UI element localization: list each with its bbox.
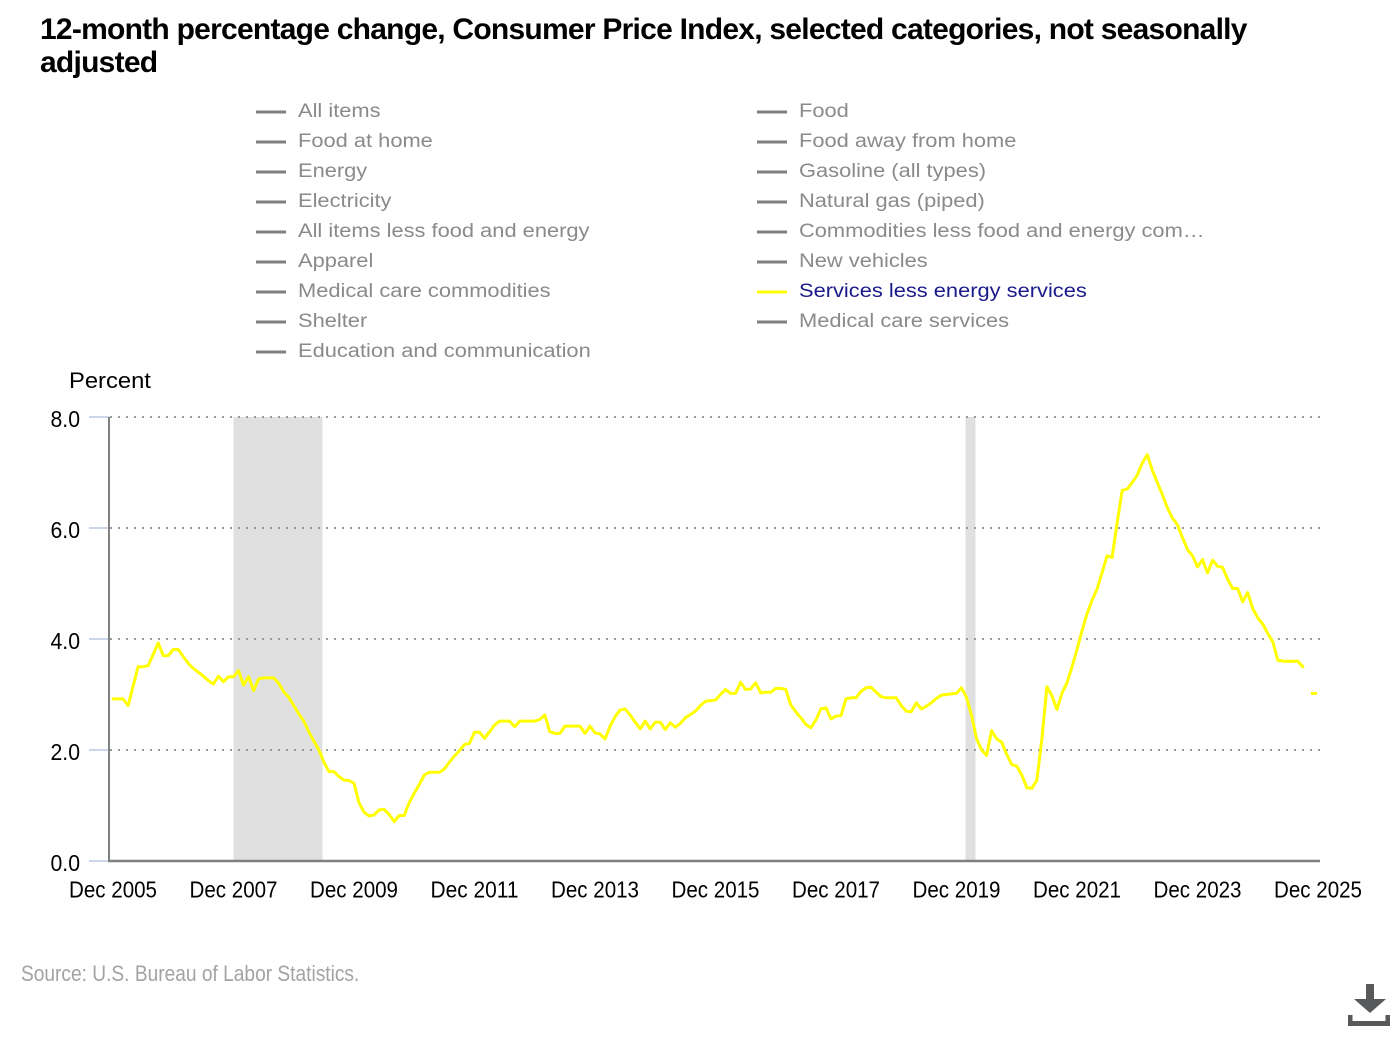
svg-text:0.0: 0.0 bbox=[51, 850, 81, 876]
svg-text:Dec 2023: Dec 2023 bbox=[1154, 876, 1242, 902]
svg-text:4.0: 4.0 bbox=[51, 628, 81, 654]
svg-text:2.0: 2.0 bbox=[51, 739, 81, 765]
svg-text:Dec 2015: Dec 2015 bbox=[672, 876, 760, 902]
svg-text:8.0: 8.0 bbox=[51, 406, 81, 432]
svg-text:Dec 2009: Dec 2009 bbox=[310, 876, 398, 902]
svg-text:Dec 2011: Dec 2011 bbox=[431, 876, 519, 902]
svg-text:6.0: 6.0 bbox=[51, 517, 81, 543]
svg-text:Dec 2005: Dec 2005 bbox=[69, 876, 157, 902]
svg-text:Dec 2025: Dec 2025 bbox=[1274, 876, 1362, 902]
svg-text:Dec 2019: Dec 2019 bbox=[913, 876, 1001, 902]
svg-text:Dec 2007: Dec 2007 bbox=[190, 876, 278, 902]
svg-text:Dec 2021: Dec 2021 bbox=[1033, 876, 1121, 902]
svg-text:Dec 2013: Dec 2013 bbox=[551, 876, 639, 902]
svg-text:Dec 2017: Dec 2017 bbox=[792, 876, 880, 902]
